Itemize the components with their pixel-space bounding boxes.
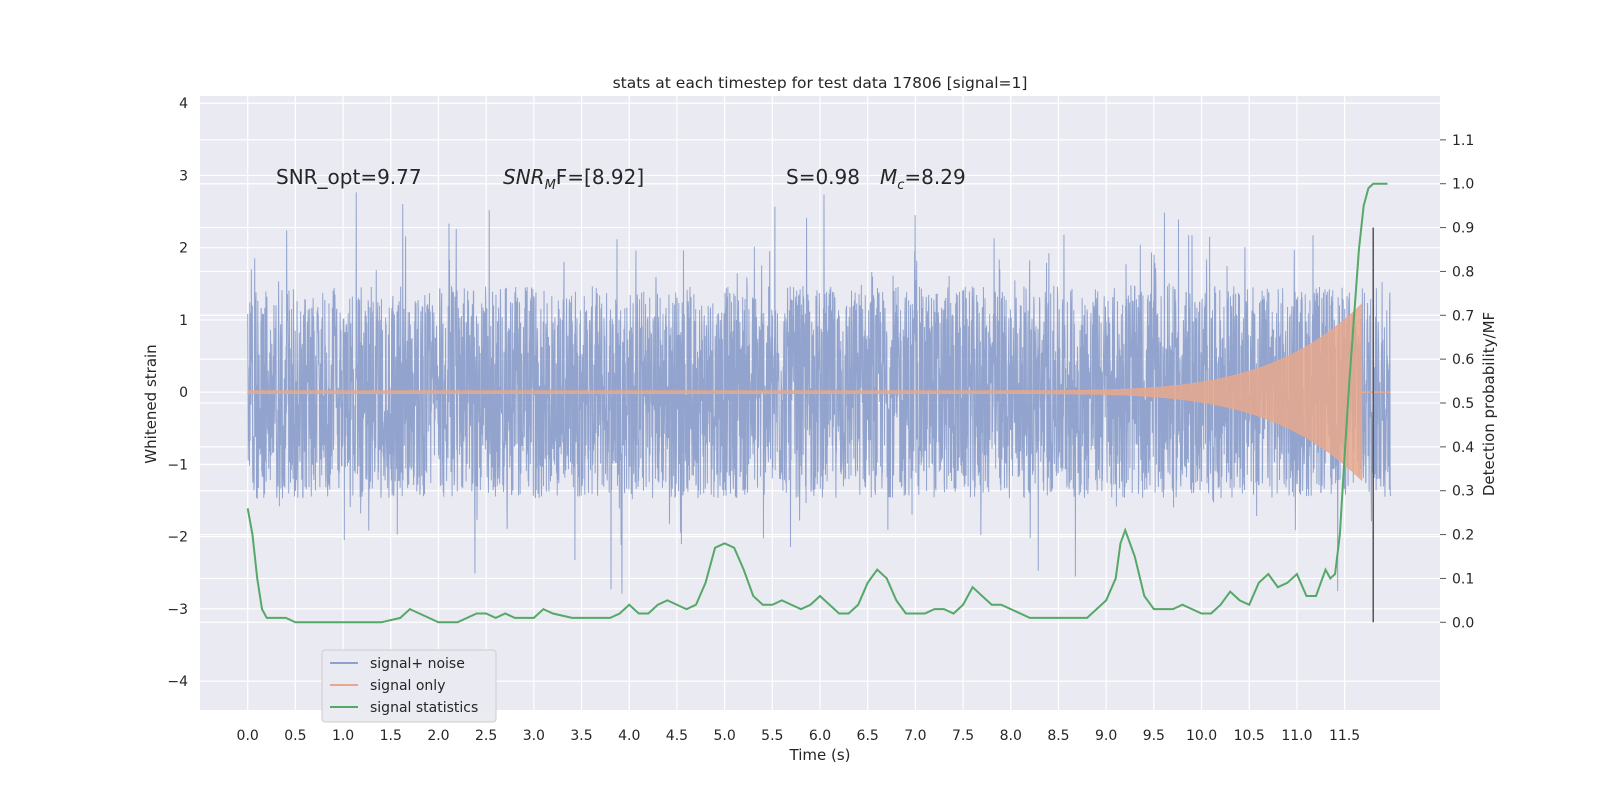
- x-tick-label: 4.0: [618, 728, 640, 744]
- annotation-snr-mf-main: SNR: [503, 165, 545, 189]
- x-tick-label: 9.5: [1143, 728, 1165, 744]
- y-right-tick-label: 0.2: [1452, 528, 1474, 544]
- x-tick-label: 7.0: [904, 728, 926, 744]
- x-tick-label: 10.5: [1234, 728, 1265, 744]
- series-signal-only: [247, 303, 1391, 482]
- y-tick-label: 1: [179, 313, 188, 329]
- x-axis-label: Time (s): [789, 746, 851, 764]
- y-right-tick-label: 0.3: [1452, 484, 1474, 500]
- statistics-line: [246, 182, 1388, 624]
- y-right-tick-label: 0.7: [1452, 308, 1474, 324]
- x-tick-label: 3.5: [570, 728, 592, 744]
- noise-trace: [247, 192, 1391, 594]
- x-tick-label: 1.0: [332, 728, 354, 744]
- signal-envelope: [247, 303, 1363, 482]
- y-tick-label: 2: [179, 241, 188, 257]
- y-tick-label: −2: [167, 530, 188, 546]
- x-tick-label: 1.5: [380, 728, 402, 744]
- y-right-tick-label: 0.8: [1452, 264, 1474, 280]
- y-tick-label: −3: [167, 602, 188, 618]
- y-right-tick-label: 0.9: [1452, 221, 1474, 237]
- x-tick-label: 0.0: [237, 728, 259, 744]
- y-right-tick-label: 1.0: [1452, 177, 1474, 193]
- y-right-tick-label: 0.5: [1452, 396, 1474, 412]
- y-tick-label: 4: [179, 96, 188, 112]
- x-tick-label: 9.0: [1095, 728, 1117, 744]
- y-tick-label: −4: [167, 674, 188, 690]
- annotation-snr-mf-sub: M: [545, 178, 556, 193]
- x-tick-label: 2.5: [475, 728, 497, 744]
- annotations: SNR_opt=9.77 SNRMF=[8.92] S=0.98 Mc=8.29: [276, 165, 966, 193]
- x-tick-label: 5.0: [713, 728, 735, 744]
- x-tick-label: 6.0: [809, 728, 831, 744]
- legend-label-signal-statistics: signal statistics: [370, 700, 478, 716]
- y-axis-ticks: 4 3 2 1 0 −1 −2 −3 −4: [167, 96, 188, 690]
- y-right-tick-label: 0.6: [1452, 352, 1474, 368]
- y-tick-label: −1: [167, 457, 188, 473]
- y-tick-label: 0: [179, 385, 188, 401]
- x-tick-label: 11.5: [1329, 728, 1360, 744]
- annotation-mc-rest: =8.29: [904, 165, 965, 189]
- x-tick-label: 6.5: [857, 728, 879, 744]
- x-tick-label: 7.5: [952, 728, 974, 744]
- y-axis-right-label: Detection probability/MF: [1480, 312, 1498, 496]
- x-tick-label: 10.0: [1186, 728, 1217, 744]
- annotation-s: S=0.98: [786, 165, 860, 189]
- legend-box: [321, 649, 497, 723]
- series-signal-statistics: [246, 182, 1388, 624]
- x-axis-ticks: 0.0 0.5 1.0 1.5 2.0 2.5 3.0 3.5 4.0 4.5 5.0 5.5 6.0 6…: [237, 728, 1361, 744]
- legend-label-signal-noise: signal+ noise: [370, 656, 465, 672]
- legend: signal+ noise signal only signal statist…: [321, 649, 497, 723]
- series-signal-noise: [247, 192, 1391, 594]
- legend-label-signal-only: signal only: [370, 678, 445, 694]
- y-right-tick-label: 1.1: [1452, 133, 1474, 149]
- x-tick-label: 8.5: [1047, 728, 1069, 744]
- y-right-tick-label: 0.1: [1452, 571, 1474, 587]
- y-right-tick-label: 0.0: [1452, 615, 1474, 631]
- x-tick-label: 3.0: [523, 728, 545, 744]
- x-tick-label: 11.0: [1281, 728, 1312, 744]
- annotation-mc: Mc=8.29: [880, 165, 966, 193]
- x-tick-label: 5.5: [761, 728, 783, 744]
- chart-title: stats at each timestep for test data 178…: [613, 74, 1028, 92]
- x-tick-label: 4.5: [666, 728, 688, 744]
- x-tick-label: 2.0: [427, 728, 449, 744]
- y-tick-label: 3: [179, 168, 188, 184]
- x-tick-label: 8.0: [1000, 728, 1022, 744]
- annotation-snr-opt: SNR_opt=9.77: [276, 165, 422, 189]
- annotation-snr-mf: SNRMF=[8.92]: [503, 165, 644, 193]
- y-right-tick-label: 0.4: [1452, 440, 1474, 456]
- annotation-mc-sub: c: [897, 178, 904, 193]
- y-axis-label: Whitened strain: [142, 344, 160, 463]
- annotation-snr-mf-rest: F=[8.92]: [556, 165, 644, 189]
- y-axis-right-ticks: 1.1 1.0 0.9 0.8 0.7 0.6 0.5 0.4 0.3 0.2 0.1 0.0: [1440, 133, 1474, 631]
- x-tick-label: 0.5: [284, 728, 306, 744]
- annotation-mc-main: M: [880, 165, 897, 189]
